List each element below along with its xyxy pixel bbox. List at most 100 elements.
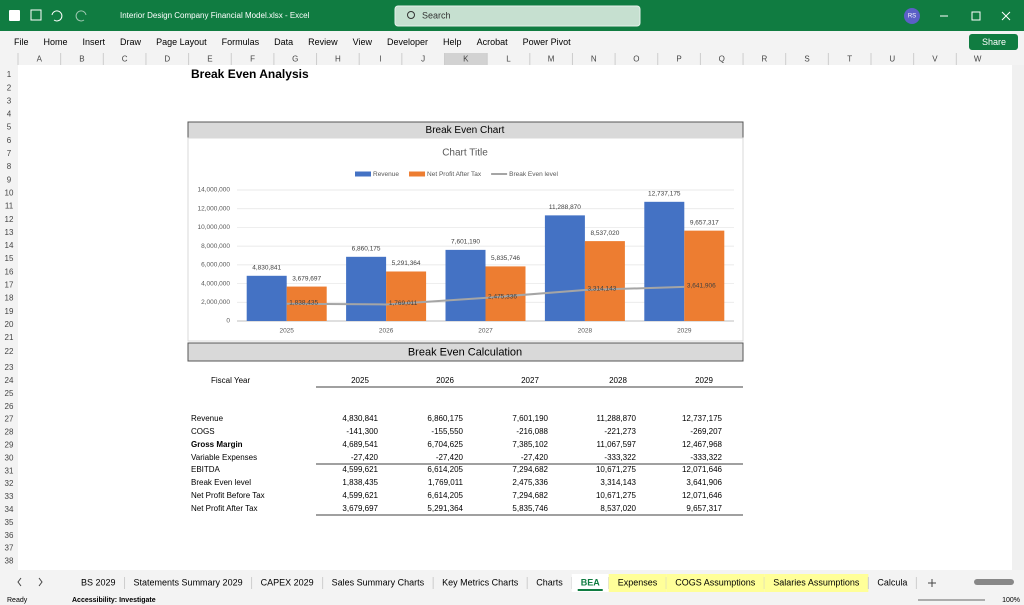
row-number[interactable]: 9	[7, 175, 12, 184]
row-number[interactable]: 21	[5, 333, 14, 342]
menu-item[interactable]: Insert	[83, 37, 106, 47]
column-letter[interactable]: K	[463, 55, 469, 64]
row-number[interactable]: 26	[5, 402, 14, 411]
row-number[interactable]: 12	[5, 215, 14, 224]
row-number[interactable]: 13	[5, 228, 14, 237]
row-number[interactable]: 27	[5, 415, 14, 424]
menu-item[interactable]: Help	[443, 37, 462, 47]
row-number[interactable]: 25	[5, 389, 14, 398]
column-letter[interactable]: U	[889, 55, 895, 64]
row-number[interactable]: 23	[5, 363, 14, 372]
table-cell: 11,288,870	[597, 414, 637, 423]
menu-item[interactable]: Home	[44, 37, 68, 47]
column-letter[interactable]: B	[79, 55, 84, 64]
row-number[interactable]: 4	[7, 110, 12, 119]
row-number[interactable]: 32	[5, 479, 14, 488]
row-number[interactable]: 1	[7, 70, 12, 79]
column-letter[interactable]: S	[804, 55, 809, 64]
table-cell: 2,475,336	[512, 478, 548, 487]
horizontal-scrollbar[interactable]	[974, 579, 1014, 585]
column-letter[interactable]: G	[292, 55, 298, 64]
table-cell: 7,294,682	[512, 465, 548, 474]
menu-item[interactable]: Data	[274, 37, 293, 47]
row-number[interactable]: 5	[7, 123, 12, 132]
row-number[interactable]: 20	[5, 320, 14, 329]
menu-item[interactable]: Draw	[120, 37, 142, 47]
menu-item[interactable]: Acrobat	[477, 37, 509, 47]
column-letter[interactable]: T	[847, 55, 852, 64]
row-number[interactable]: 2	[7, 83, 12, 92]
column-letter[interactable]: V	[932, 55, 938, 64]
menu-item[interactable]: Formulas	[222, 37, 260, 47]
row-number[interactable]: 24	[5, 376, 14, 385]
row-number[interactable]: 34	[5, 505, 14, 514]
column-letter[interactable]: I	[379, 55, 381, 64]
table-cell: 4,689,541	[342, 440, 378, 449]
table-cell: -27,420	[436, 453, 464, 462]
sheet-tab-label: Charts	[536, 577, 563, 587]
table-cell: 7,294,682	[512, 491, 548, 500]
row-number[interactable]: 29	[5, 441, 14, 450]
row-number[interactable]: 31	[5, 466, 14, 475]
row-number[interactable]: 16	[5, 267, 14, 276]
row-number[interactable]: 17	[5, 281, 14, 290]
table-cell: 5,835,746	[512, 504, 548, 513]
column-letter[interactable]: F	[250, 55, 255, 64]
row-number[interactable]: 30	[5, 453, 14, 462]
row-number[interactable]: 33	[5, 492, 14, 501]
column-letter[interactable]: H	[335, 55, 341, 64]
row-number[interactable]: 18	[5, 294, 14, 303]
column-letter[interactable]: W	[974, 55, 982, 64]
row-number[interactable]: 10	[5, 188, 14, 197]
menu-item[interactable]: View	[353, 37, 373, 47]
row-number[interactable]: 35	[5, 518, 14, 527]
row-number[interactable]: 22	[5, 347, 14, 356]
column-letter[interactable]: R	[761, 55, 767, 64]
table-cell: 6,704,625	[427, 440, 463, 449]
column-letter[interactable]: C	[122, 55, 128, 64]
column-letter[interactable]: J	[421, 55, 425, 64]
row-number[interactable]: 19	[5, 307, 14, 316]
table-cell: -155,550	[431, 427, 463, 436]
row-number[interactable]: 15	[5, 254, 14, 263]
menu-item[interactable]: File	[14, 37, 29, 47]
table-cell: 7,385,102	[512, 440, 548, 449]
column-letter[interactable]: E	[207, 55, 212, 64]
menu-item[interactable]: Developer	[387, 37, 428, 47]
table-cell: Variable Expenses	[191, 453, 257, 462]
status-accessibility[interactable]: Accessibility: Investigate	[72, 597, 156, 604]
data-label: 12,737,175	[648, 191, 681, 198]
sheet-tab-label: Salaries Assumptions	[773, 577, 860, 587]
row-number[interactable]: 8	[7, 162, 12, 171]
menu-item[interactable]: Page Layout	[156, 37, 207, 47]
table-cell: -333,322	[690, 453, 722, 462]
column-letter[interactable]: N	[591, 55, 597, 64]
row-number[interactable]: 36	[5, 531, 14, 540]
menu-item[interactable]: Power Pivot	[523, 37, 572, 47]
row-number[interactable]: 28	[5, 428, 14, 437]
column-letter[interactable]: O	[633, 55, 639, 64]
column-letter[interactable]: D	[164, 55, 170, 64]
column-letter[interactable]: M	[548, 55, 555, 64]
column-letter[interactable]: Q	[719, 55, 725, 64]
menu-item[interactable]: Review	[308, 37, 338, 47]
data-label: 1,769,011	[389, 300, 418, 307]
table-header: 2025	[351, 376, 369, 385]
column-letter[interactable]: A	[37, 55, 43, 64]
sheet-tab-label: Calcula	[877, 577, 907, 587]
calc-header-text: Break Even Calculation	[408, 346, 522, 358]
column-letter[interactable]: L	[506, 55, 511, 64]
row-number[interactable]: 6	[7, 136, 12, 145]
y-tick-label: 0	[226, 318, 230, 325]
row-number[interactable]: 37	[5, 544, 14, 553]
zoom-level[interactable]: 100%	[1002, 597, 1020, 604]
sheet-tab-label: CAPEX 2029	[261, 577, 314, 587]
row-number[interactable]: 7	[7, 149, 12, 158]
row-number[interactable]: 11	[5, 202, 14, 211]
row-number[interactable]: 14	[5, 241, 14, 250]
row-number[interactable]: 3	[7, 96, 12, 105]
column-letter[interactable]: P	[676, 55, 681, 64]
row-number[interactable]: 38	[5, 557, 14, 566]
vertical-scrollbar[interactable]	[1012, 65, 1024, 570]
